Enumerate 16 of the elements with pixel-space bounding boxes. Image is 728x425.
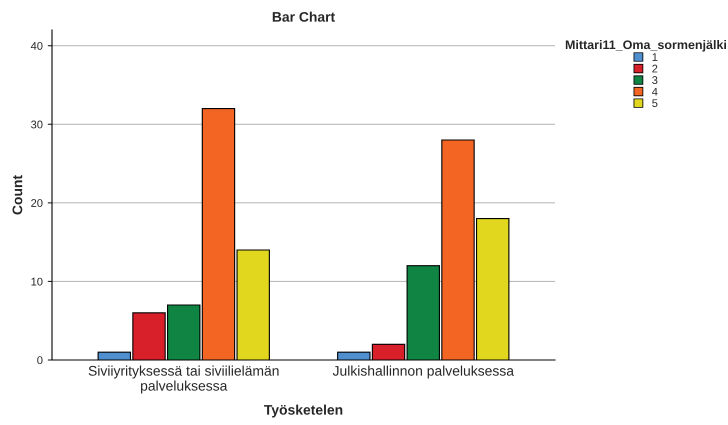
legend-label: 4 — [652, 88, 658, 96]
x-axis-title: Työsketelen — [264, 404, 342, 418]
legend-label: 2 — [652, 64, 658, 72]
x-tick-label: Siviiyrityksessä tai siviilielämän palveluksessa — [88, 366, 279, 394]
legend-title: Mittari11_Oma_sormenjälki — [566, 40, 726, 52]
legend-label: 1 — [652, 53, 658, 61]
chart-title: Bar Chart — [272, 12, 335, 22]
y-tick-label: 40 — [30, 42, 43, 50]
y-axis-title: Count — [12, 175, 22, 214]
x-tick-label: Julkishallinnon palveluksessa — [332, 366, 514, 379]
y-tick-label: 10 — [31, 278, 43, 286]
legend-label: 3 — [652, 76, 658, 84]
y-tick-label: 30 — [31, 120, 43, 128]
legend-label: 5 — [652, 99, 658, 108]
y-tick-label: 0 — [37, 356, 43, 364]
y-tick-label: 20 — [31, 199, 43, 207]
